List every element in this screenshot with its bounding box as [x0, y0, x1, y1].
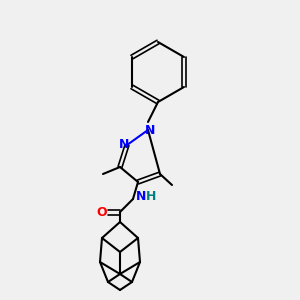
- Text: H: H: [146, 190, 156, 203]
- Text: N: N: [119, 139, 129, 152]
- Text: O: O: [97, 206, 107, 218]
- Text: N: N: [136, 190, 146, 203]
- Text: N: N: [145, 124, 155, 136]
